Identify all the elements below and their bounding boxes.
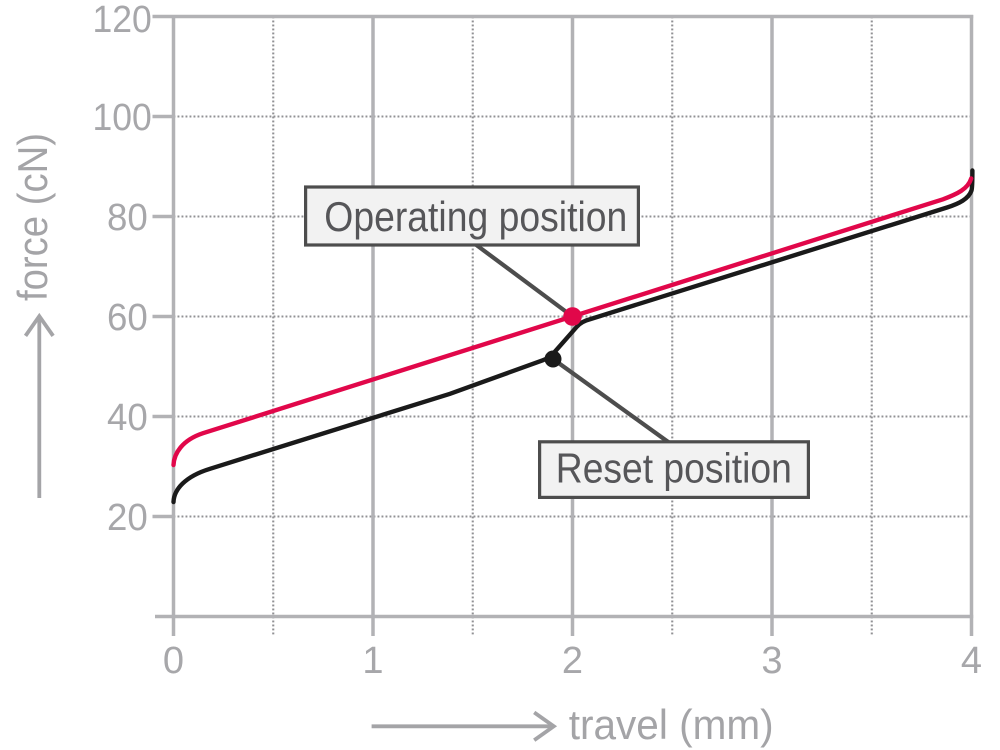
svg-text:60: 60 [107,297,148,339]
svg-text:2: 2 [562,640,583,682]
svg-text:1: 1 [362,640,383,682]
svg-text:4: 4 [961,640,982,682]
svg-text:40: 40 [107,397,148,439]
svg-text:80: 80 [107,197,148,239]
svg-text:travel (mm): travel (mm) [569,701,774,748]
svg-text:100: 100 [93,97,152,139]
svg-text:3: 3 [761,640,782,682]
svg-text:20: 20 [107,497,148,539]
svg-text:Reset position: Reset position [556,445,792,492]
svg-text:0: 0 [163,640,184,682]
svg-text:Operating position: Operating position [324,193,627,240]
svg-text:120: 120 [93,0,152,41]
svg-text:force (cN): force (cN) [9,133,56,301]
